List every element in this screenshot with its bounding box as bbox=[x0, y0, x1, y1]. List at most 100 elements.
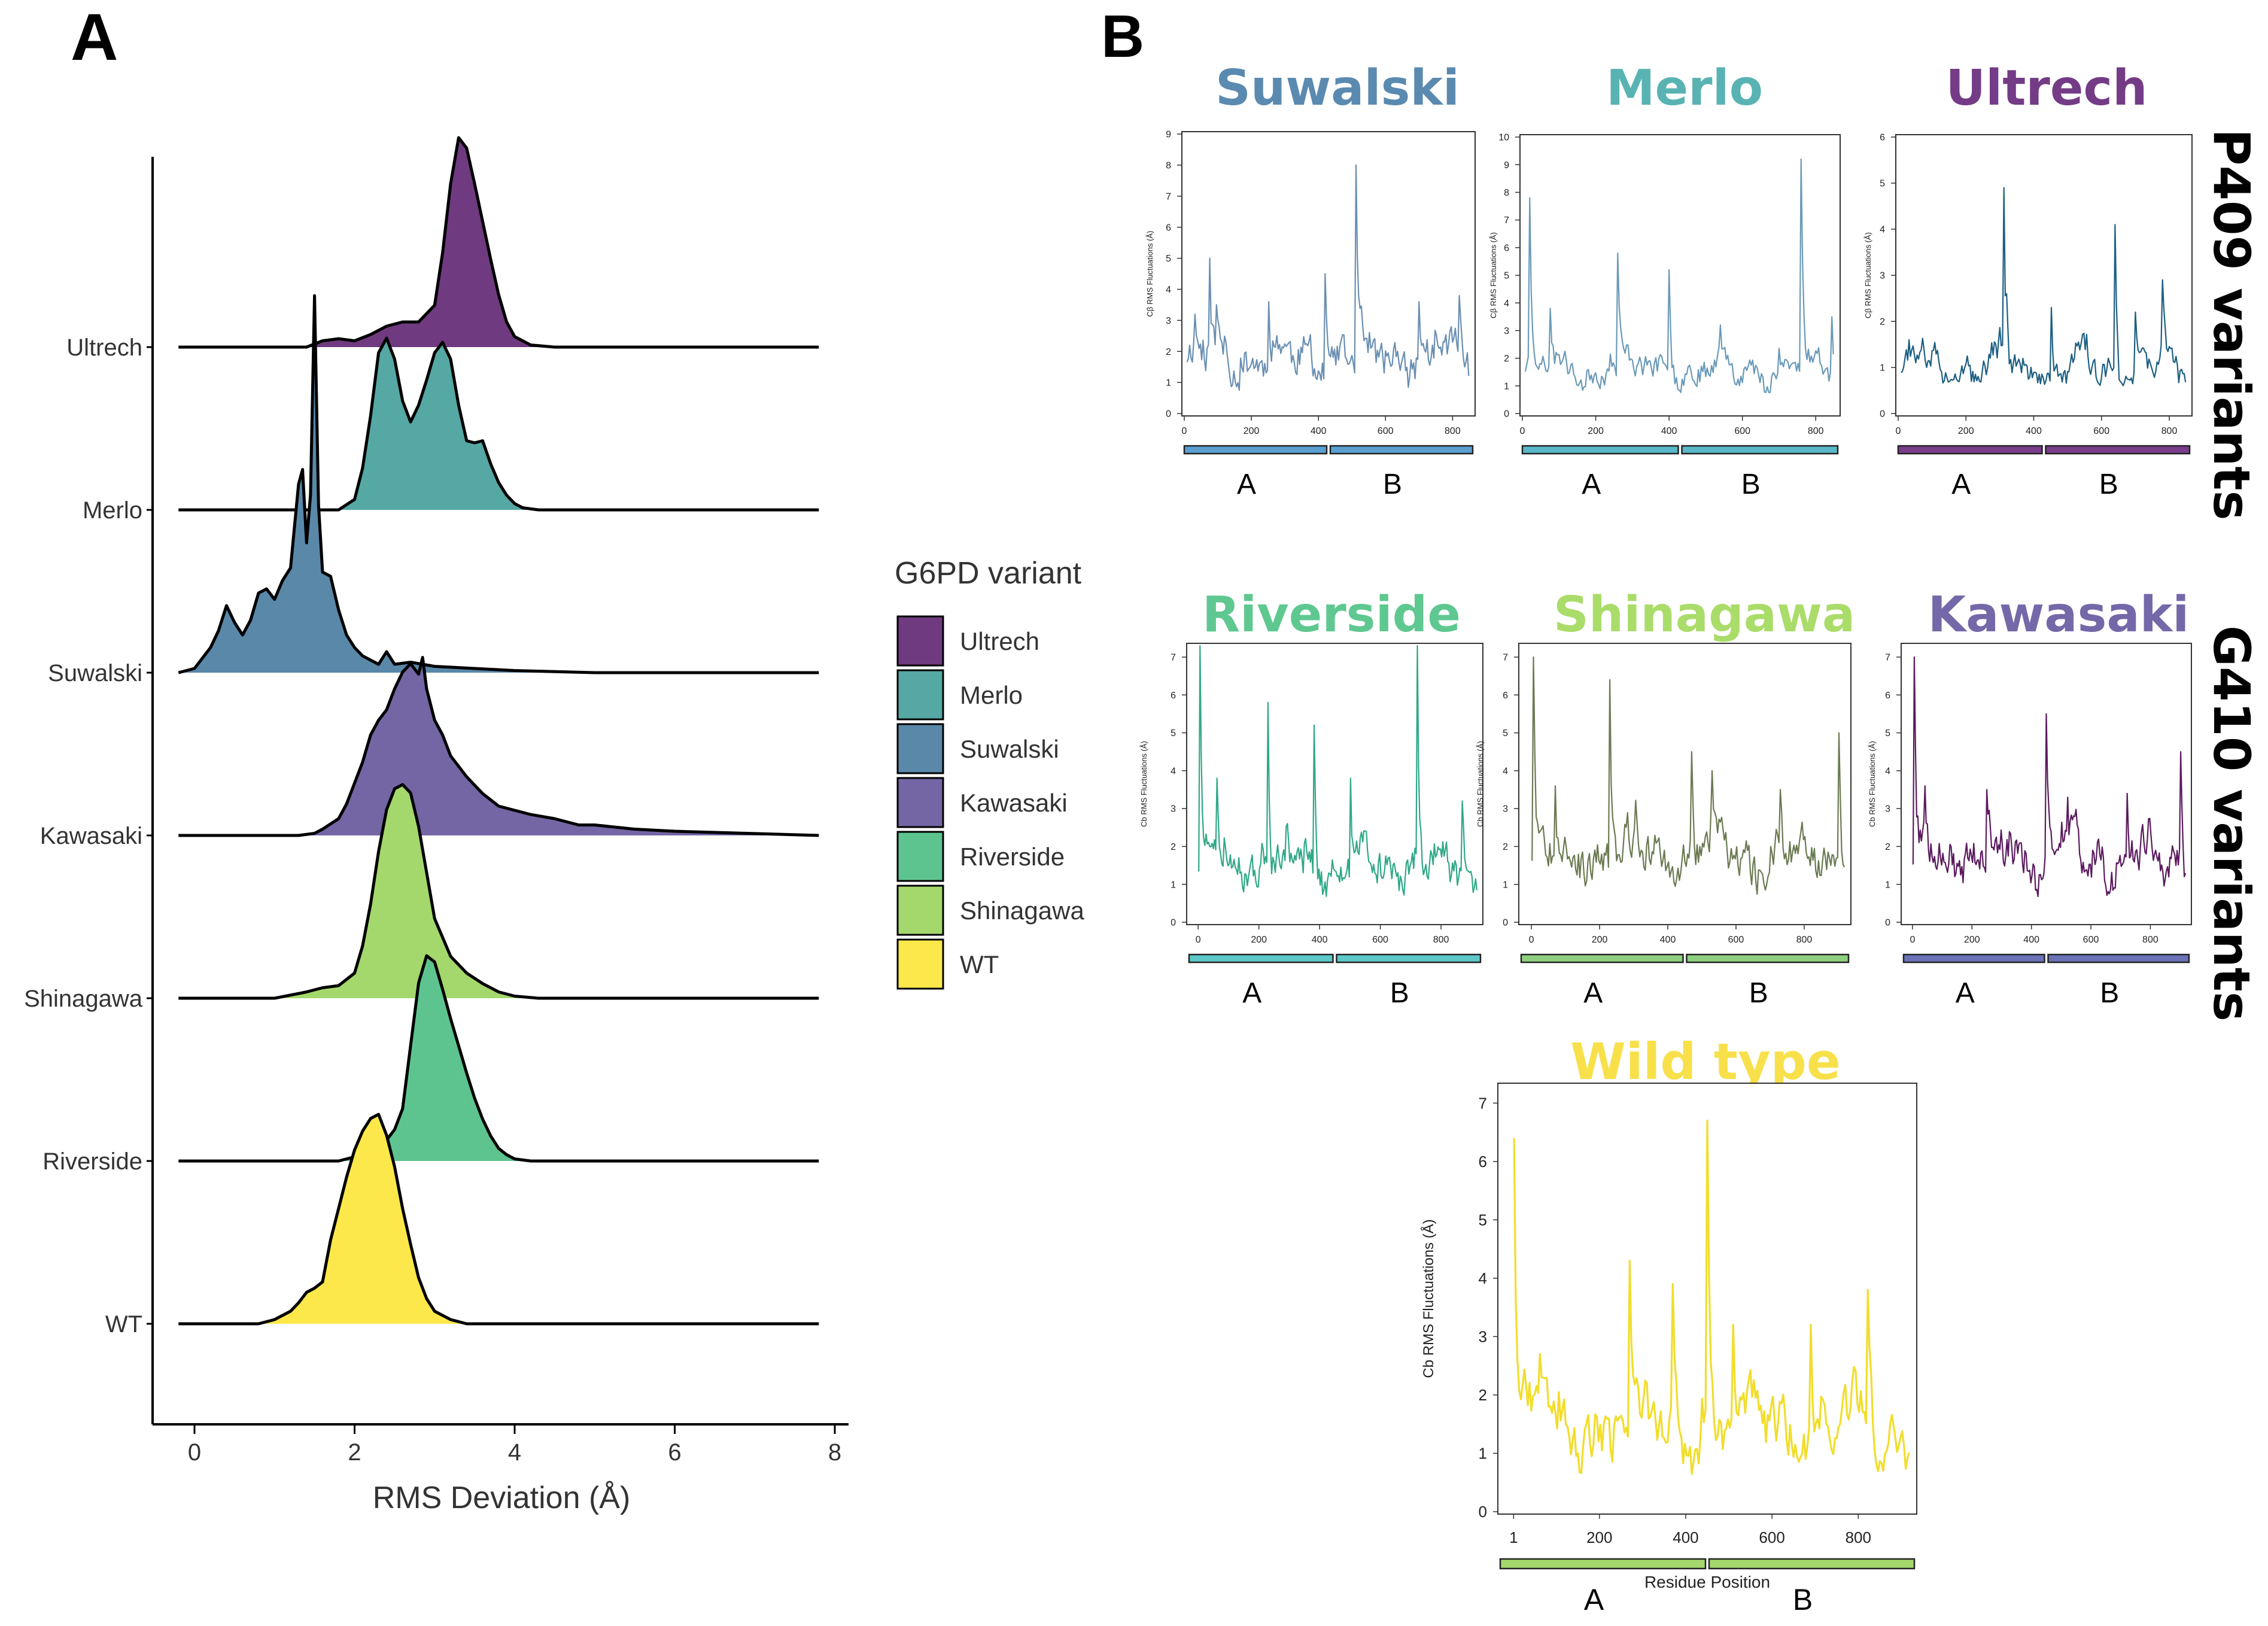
y-tick-label: 4 bbox=[1503, 766, 1508, 776]
x-tick-label: 600 bbox=[1728, 935, 1744, 945]
chain-segment-a bbox=[1499, 1558, 1707, 1570]
x-tick-label: 800 bbox=[1433, 935, 1449, 945]
chain-segment-label-b: B bbox=[2100, 977, 2119, 1009]
y-tick-label: 1 bbox=[1885, 880, 1890, 890]
ridge-area-riverside bbox=[178, 956, 819, 1161]
x-tick-label: 800 bbox=[1846, 1528, 1871, 1546]
x-tick-label: 200 bbox=[1592, 935, 1608, 945]
rmsf-chart-shinagawa: Shinagawa 0 1 2 3 4 5 6 7 0 200 400 600 800 Cb RMS Flu… bbox=[1476, 586, 1855, 1009]
ridge-y-label-shinagawa: Shinagawa bbox=[24, 986, 143, 1012]
chain-segment-label-a: A bbox=[1583, 977, 1603, 1009]
ridge-y-label-suwalski: Suwalski bbox=[48, 660, 142, 686]
y-tick-label: 4 bbox=[1885, 766, 1890, 776]
y-tick-label: 5 bbox=[1171, 728, 1176, 738]
y-tick-label: 3 bbox=[1504, 326, 1509, 336]
y-tick-label: 0 bbox=[1479, 1503, 1487, 1521]
y-tick-label: 0 bbox=[1166, 409, 1171, 420]
y-tick-label: 4 bbox=[1171, 766, 1176, 776]
y-tick-label: 7 bbox=[1171, 653, 1176, 663]
y-tick-label: 1 bbox=[1880, 363, 1885, 373]
rmsf-trace bbox=[1531, 656, 1846, 895]
chart-title: Wild type bbox=[1570, 1032, 1841, 1091]
x-tick-label: 200 bbox=[1958, 426, 1974, 436]
rmsf-trace bbox=[1198, 645, 1477, 897]
chain-segment-b bbox=[1708, 1558, 1916, 1570]
y-tick-label: 6 bbox=[1885, 691, 1890, 701]
y-tick-label: 2 bbox=[1503, 842, 1508, 852]
y-axis-label: Cβ RMS Fluctuations (Å) bbox=[1145, 230, 1154, 317]
legend-label-shinagawa: Shinagawa bbox=[960, 896, 1084, 925]
x-tick-label: 600 bbox=[1734, 426, 1750, 436]
rmsf-trace bbox=[1900, 187, 2187, 387]
legend-swatch-ultrech bbox=[896, 615, 944, 667]
x-tick-label: 800 bbox=[2161, 426, 2178, 436]
y-tick-label: 1 bbox=[1504, 381, 1509, 391]
x-tick-label: 800 bbox=[1808, 426, 1824, 436]
y-tick-label: 5 bbox=[1479, 1211, 1487, 1229]
rmsf-trace bbox=[1912, 656, 2187, 897]
y-tick-label: 6 bbox=[1171, 691, 1176, 701]
ridge-line-wt bbox=[178, 1113, 819, 1326]
y-tick-label: 2 bbox=[1171, 842, 1176, 852]
y-tick-label: 9 bbox=[1166, 130, 1171, 140]
chain-segment-a bbox=[1897, 445, 2043, 455]
y-tick-label: 6 bbox=[1479, 1153, 1487, 1171]
chain-segment-b bbox=[1681, 445, 1839, 455]
rmsf-chart-wild-type: Wild type 0 1 2 3 4 5 6 7 1 200 400 600 800 Cb RMS Flu… bbox=[1420, 1032, 1917, 1616]
chart-title: Merlo bbox=[1606, 60, 1763, 117]
y-tick-label: 0 bbox=[1880, 409, 1885, 420]
y-tick-label: 1 bbox=[1171, 880, 1176, 890]
y-tick-label: 4 bbox=[1479, 1269, 1487, 1287]
y-tick-label: 5 bbox=[1503, 728, 1508, 738]
legend-label-wt: WT bbox=[960, 950, 999, 978]
ridge-line-shinagawa bbox=[178, 783, 819, 1000]
y-axis-label: Cβ RMS Fluctuations (Å) bbox=[1489, 232, 1498, 318]
y-tick-label: 3 bbox=[1885, 804, 1890, 814]
x-tick-label: 400 bbox=[1311, 426, 1327, 436]
chain-segment-label-a: A bbox=[1951, 469, 1971, 500]
y-tick-label: 9 bbox=[1504, 160, 1509, 171]
y-tick-label: 4 bbox=[1880, 225, 1885, 235]
chain-segment-label-a: A bbox=[1956, 977, 1975, 1009]
legend-title: G6PD variant bbox=[895, 556, 1082, 591]
y-tick-label: 2 bbox=[1885, 842, 1890, 852]
chain-segment-label-a: A bbox=[1242, 977, 1261, 1009]
chain-segment-label-b: B bbox=[1793, 1583, 1813, 1616]
ridge-line-suwalski bbox=[178, 294, 819, 674]
chart-title: Ultrech bbox=[1946, 60, 2148, 117]
rmsf-chart-kawasaki: Kawasaki 0 1 2 3 4 5 6 7 0 200 400 600 800 Cb RMS Fluc… bbox=[1868, 586, 2192, 1009]
x-tick-label: 800 bbox=[1445, 426, 1461, 436]
x-tick-label: 0 bbox=[1182, 426, 1187, 436]
ridge-x-axis-label: RMS Deviation (Å) bbox=[373, 1481, 631, 1515]
y-tick-label: 3 bbox=[1166, 316, 1171, 326]
y-tick-label: 0 bbox=[1504, 409, 1509, 420]
x-tick-label: 400 bbox=[1312, 935, 1328, 945]
y-tick-label: 6 bbox=[1503, 691, 1508, 701]
ridge-x-tick-label: 6 bbox=[668, 1439, 681, 1466]
x-tick-label: 800 bbox=[1796, 935, 1813, 945]
legend-label-riverside: Riverside bbox=[960, 843, 1065, 871]
chain-segment-label-b: B bbox=[1383, 469, 1402, 500]
y-tick-label: 4 bbox=[1166, 285, 1171, 295]
ridge-line-ultrech bbox=[178, 136, 819, 349]
ridge-x-tick-label: 2 bbox=[348, 1439, 361, 1466]
legend-label-kawasaki: Kawasaki bbox=[960, 789, 1068, 817]
chain-segment-a bbox=[1188, 953, 1334, 964]
y-tick-label: 8 bbox=[1166, 160, 1171, 171]
legend-swatch-suwalski bbox=[896, 723, 944, 774]
y-tick-label: 7 bbox=[1166, 192, 1171, 202]
chart-title: Suwalski bbox=[1215, 60, 1460, 117]
y-tick-label: 5 bbox=[1166, 254, 1171, 264]
chart-title: Shinagawa bbox=[1553, 586, 1855, 643]
y-tick-label: 10 bbox=[1498, 133, 1509, 143]
side-label-g410: G410 variants bbox=[2202, 625, 2261, 1022]
ridge-y-label-wt: WT bbox=[105, 1311, 142, 1338]
y-tick-label: 7 bbox=[1504, 215, 1509, 226]
panel-b-letter: B bbox=[1101, 3, 1144, 70]
y-axis-label: Cb RMS Fluctuations (Å) bbox=[1476, 741, 1485, 827]
chain-segment-b bbox=[2047, 953, 2190, 964]
legend-swatch-shinagawa bbox=[896, 885, 944, 936]
chain-segment-label-b: B bbox=[1749, 977, 1768, 1009]
